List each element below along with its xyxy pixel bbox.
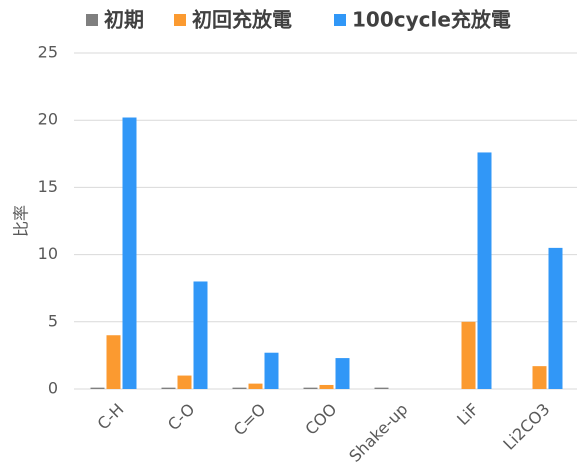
y-axis-label: 比率 xyxy=(12,205,31,237)
bar xyxy=(532,366,547,389)
bar xyxy=(193,281,208,389)
bar xyxy=(161,387,176,389)
bar xyxy=(548,247,563,389)
bar xyxy=(303,387,318,389)
y-tick-label: 10 xyxy=(38,244,58,263)
y-tick-label: 0 xyxy=(48,379,58,398)
legend-swatch xyxy=(334,14,346,26)
y-tick-label: 20 xyxy=(38,110,58,129)
bar xyxy=(461,321,476,389)
legend-label: 初回充放電 xyxy=(192,8,292,32)
legend-swatch xyxy=(174,14,186,26)
bar xyxy=(90,387,105,389)
x-tick-label: Li2CO3 xyxy=(499,400,553,454)
bar xyxy=(232,387,247,389)
bar xyxy=(335,358,350,389)
bar xyxy=(122,117,137,390)
legend-swatch xyxy=(86,14,98,26)
x-tick-label: LiF xyxy=(453,400,482,429)
legend-label: 100cycle充放電 xyxy=(352,8,511,32)
x-tick-label: C-H xyxy=(94,400,128,434)
bar xyxy=(374,387,389,389)
legend-label: 初期 xyxy=(104,8,144,32)
bar xyxy=(264,352,279,389)
y-tick-label: 15 xyxy=(38,177,58,196)
bar xyxy=(177,375,192,389)
x-tick-label: COO xyxy=(301,400,340,439)
x-tick-label: C=O xyxy=(230,400,270,440)
x-tick-label: C-O xyxy=(164,400,199,435)
y-tick-label: 25 xyxy=(38,43,58,62)
bar xyxy=(248,383,263,389)
bar xyxy=(477,152,492,389)
bar xyxy=(106,335,121,389)
x-tick-label: Shake-up xyxy=(345,400,411,466)
bar xyxy=(319,384,334,389)
y-tick-label: 5 xyxy=(48,311,58,330)
